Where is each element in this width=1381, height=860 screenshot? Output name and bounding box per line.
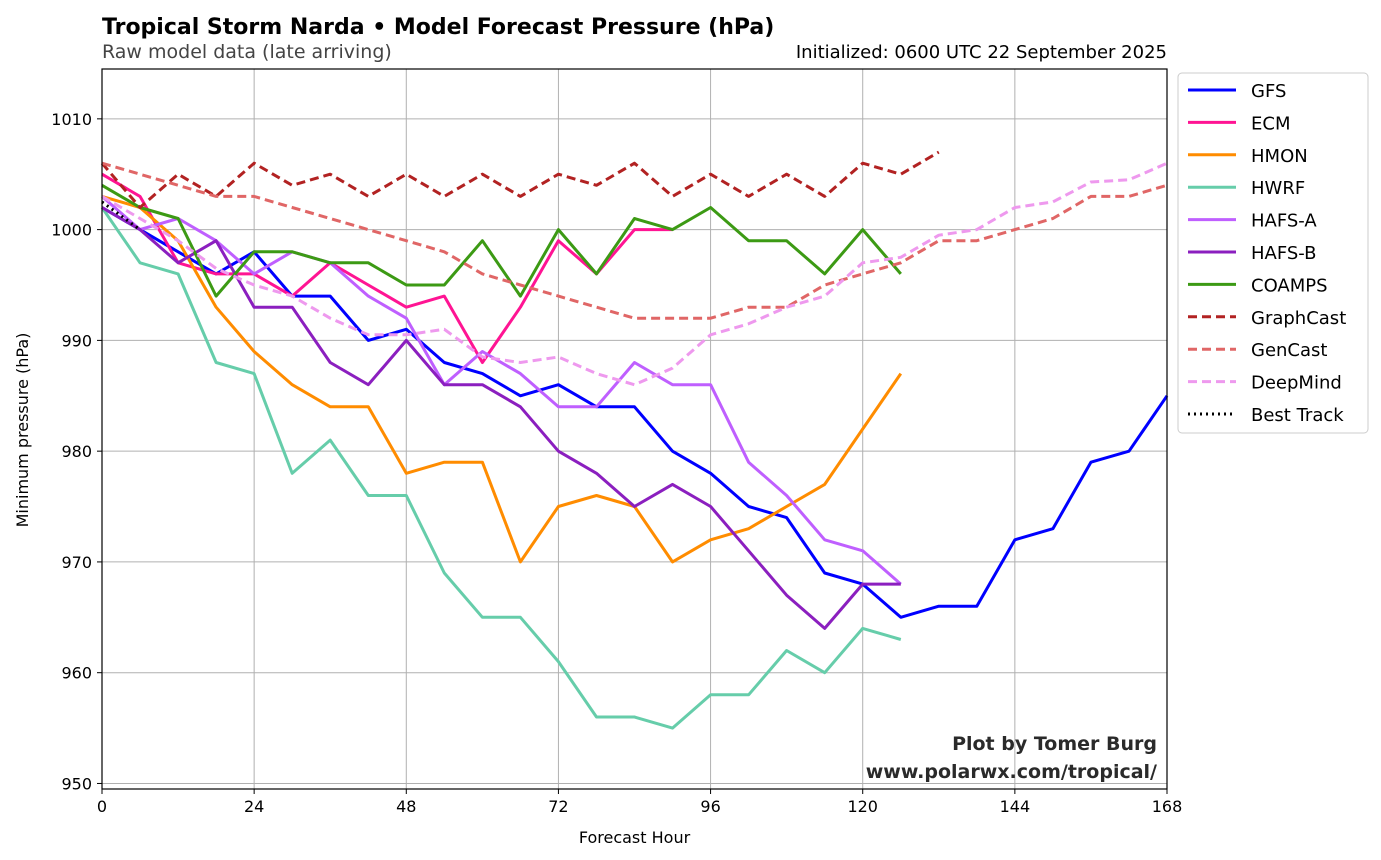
plot-frame	[101, 68, 1168, 790]
x-tick-label: 168	[1152, 797, 1183, 816]
series-line-hmon	[101, 194, 903, 564]
series-line-deepmind	[101, 161, 1168, 387]
credit-line-2: www.polarwx.com/tropical/	[866, 761, 1157, 783]
axis-ticks: 0 24 48 72 96 120 144 168 950 960 970 980 990 1000 101…	[51, 110, 1182, 816]
chart-subtitle: Raw model data (late arriving)	[102, 41, 392, 63]
y-tick-label: 980	[61, 442, 92, 461]
y-tick-label: 1000	[51, 221, 92, 240]
y-tick-label: 1010	[51, 110, 92, 129]
series-line-gfs	[101, 206, 1169, 619]
y-tick-label: 960	[61, 664, 92, 683]
x-tick-label: 120	[847, 797, 878, 816]
chart-title: Tropical Storm Narda • Model Forecast Pr…	[102, 15, 774, 40]
initialized-label: Initialized: 0600 UTC 22 September 2025	[796, 42, 1167, 63]
series-line-graphcast	[100, 150, 940, 209]
series-line-gencast	[101, 161, 1168, 320]
legend-label: HAFS-B	[1251, 243, 1317, 264]
x-tick-label: 72	[548, 797, 568, 816]
legend-label: GFS	[1251, 81, 1286, 102]
y-tick-label: 990	[61, 331, 92, 350]
series-line-hafs-a	[101, 195, 902, 586]
series-line-best-track	[101, 200, 141, 231]
x-tick-label: 144	[1000, 797, 1031, 816]
y-tick-label: 970	[61, 553, 92, 572]
legend-label: COAMPS	[1251, 275, 1328, 296]
legend-box	[1177, 72, 1369, 434]
x-tick-label: 96	[700, 797, 720, 816]
legend-label: HWRF	[1251, 178, 1305, 199]
x-tick-label: 48	[396, 797, 416, 816]
series-line-ecm	[101, 172, 673, 364]
legend-label: ECM	[1251, 113, 1290, 134]
series-line-coamps	[101, 184, 902, 298]
legend: GFS ECM HMON HWRF HAFS-A HAFS-B COAMPS GraphCas…	[1177, 72, 1369, 434]
series-lines	[100, 150, 1169, 730]
legend-label: Best Track	[1251, 405, 1344, 426]
y-tick-label: 950	[61, 774, 92, 793]
legend-label: HAFS-A	[1251, 211, 1317, 232]
x-axis-label: Forecast Hour	[579, 828, 691, 847]
legend-label: GraphCast	[1251, 308, 1346, 329]
legend-label: DeepMind	[1251, 373, 1342, 394]
grid	[101, 69, 1168, 789]
legend-label: GenCast	[1251, 340, 1327, 361]
y-axis-label: Minimum pressure (hPa)	[13, 333, 32, 528]
series-line-hwrf	[100, 206, 902, 730]
x-tick-label: 24	[244, 797, 264, 816]
credit-line-1: Plot by Tomer Burg	[952, 733, 1157, 755]
legend-label: HMON	[1251, 146, 1308, 167]
x-tick-label: 0	[97, 797, 107, 816]
